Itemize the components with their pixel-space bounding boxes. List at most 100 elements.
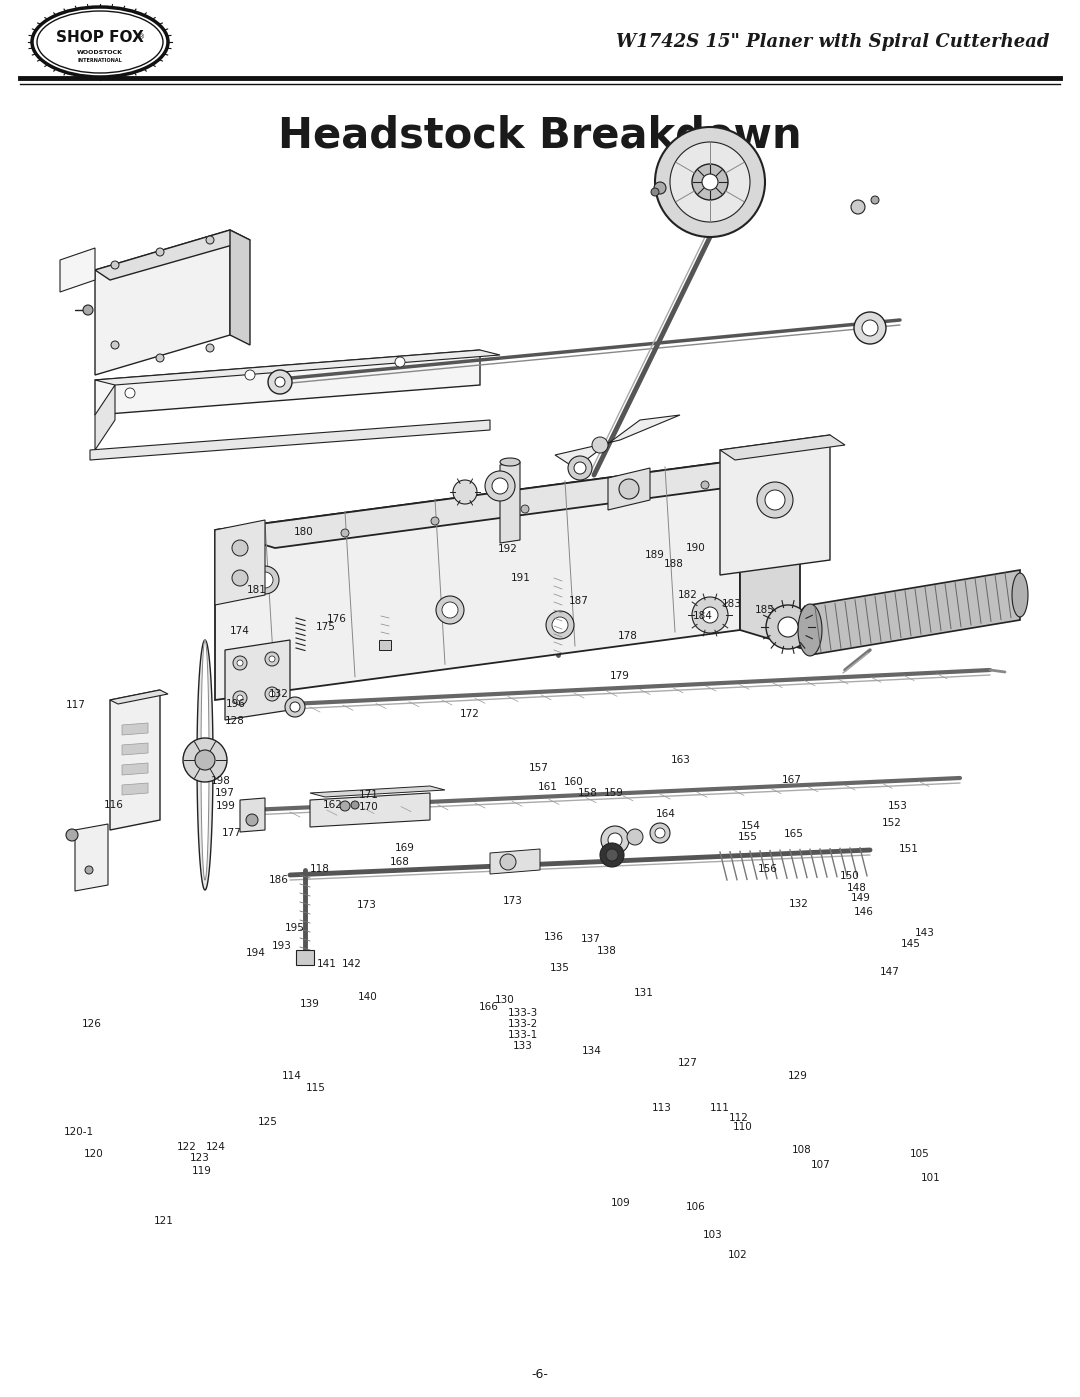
Circle shape (85, 866, 93, 875)
Text: 112: 112 (729, 1112, 748, 1123)
Circle shape (757, 482, 793, 518)
Circle shape (851, 200, 865, 214)
Text: 173: 173 (357, 900, 377, 911)
Text: 162: 162 (323, 799, 342, 810)
Text: 161: 161 (538, 781, 557, 792)
Polygon shape (215, 460, 800, 548)
Circle shape (265, 652, 279, 666)
Circle shape (232, 541, 248, 556)
Polygon shape (230, 231, 249, 345)
Polygon shape (95, 351, 480, 415)
Text: 171: 171 (359, 789, 378, 800)
Circle shape (766, 605, 810, 650)
Text: 164: 164 (656, 809, 675, 820)
Text: 121: 121 (154, 1215, 174, 1227)
Circle shape (870, 196, 879, 204)
Text: 135: 135 (550, 963, 569, 974)
Circle shape (701, 481, 708, 489)
Circle shape (251, 541, 259, 549)
Text: 106: 106 (686, 1201, 705, 1213)
Text: 110: 110 (733, 1122, 753, 1133)
Text: 126: 126 (82, 1018, 102, 1030)
Circle shape (592, 437, 608, 453)
Circle shape (453, 481, 477, 504)
Text: W1742S 15" Planer with Spiral Cutterhead: W1742S 15" Planer with Spiral Cutterhead (617, 34, 1050, 52)
Text: 195: 195 (285, 922, 305, 933)
Text: 174: 174 (230, 626, 249, 637)
Circle shape (692, 163, 728, 200)
Text: 107: 107 (811, 1160, 831, 1171)
Circle shape (692, 597, 728, 633)
Polygon shape (95, 351, 500, 386)
Polygon shape (197, 640, 213, 890)
Text: 141: 141 (318, 958, 337, 970)
Text: 113: 113 (652, 1102, 672, 1113)
Text: 111: 111 (710, 1102, 729, 1113)
Text: 157: 157 (529, 763, 549, 774)
Polygon shape (122, 763, 148, 775)
Text: 133: 133 (513, 1041, 532, 1052)
Text: 116: 116 (104, 799, 123, 810)
Circle shape (285, 697, 305, 717)
Circle shape (251, 645, 279, 673)
Circle shape (651, 189, 659, 196)
Text: 146: 146 (854, 907, 874, 918)
Circle shape (619, 479, 639, 499)
Circle shape (606, 849, 618, 861)
Circle shape (195, 750, 215, 770)
Text: 130: 130 (495, 995, 514, 1006)
Polygon shape (608, 468, 650, 510)
Circle shape (156, 249, 164, 256)
Text: -6-: -6- (531, 1368, 549, 1380)
Text: 177: 177 (222, 827, 242, 838)
Circle shape (275, 377, 285, 387)
Text: 140: 140 (357, 992, 377, 1003)
Circle shape (237, 694, 243, 701)
Text: 115: 115 (306, 1083, 325, 1094)
Polygon shape (490, 849, 540, 875)
Circle shape (854, 312, 886, 344)
Circle shape (650, 823, 670, 842)
Polygon shape (95, 386, 114, 450)
Circle shape (552, 617, 568, 633)
Circle shape (111, 341, 119, 349)
Text: 170: 170 (359, 802, 378, 813)
Circle shape (568, 455, 592, 481)
Polygon shape (555, 415, 680, 468)
Circle shape (251, 566, 279, 594)
Polygon shape (215, 520, 265, 605)
Text: 133-3: 133-3 (508, 1007, 538, 1018)
Text: 149: 149 (851, 893, 870, 904)
Circle shape (268, 370, 292, 394)
Polygon shape (225, 640, 291, 719)
Text: INTERNATIONAL: INTERNATIONAL (78, 59, 122, 63)
Polygon shape (296, 950, 314, 965)
Text: SHOP FOX: SHOP FOX (56, 29, 144, 45)
Text: 129: 129 (788, 1070, 808, 1081)
Text: 163: 163 (671, 754, 690, 766)
Polygon shape (720, 434, 845, 460)
Text: 173: 173 (503, 895, 523, 907)
Circle shape (265, 687, 279, 701)
Circle shape (257, 571, 273, 588)
Text: 109: 109 (611, 1197, 631, 1208)
Text: 136: 136 (544, 932, 564, 943)
Text: 137: 137 (581, 933, 600, 944)
Circle shape (654, 182, 666, 194)
Text: 185: 185 (755, 605, 774, 616)
Circle shape (500, 854, 516, 870)
Text: 102: 102 (728, 1249, 747, 1260)
Text: 114: 114 (282, 1070, 301, 1081)
Text: 175: 175 (316, 622, 336, 633)
Text: 119: 119 (192, 1165, 212, 1176)
Circle shape (340, 800, 350, 812)
Polygon shape (1012, 573, 1028, 617)
Text: 103: 103 (703, 1229, 723, 1241)
Text: 132: 132 (269, 689, 288, 700)
Ellipse shape (37, 11, 163, 73)
Polygon shape (798, 604, 822, 657)
Text: 198: 198 (211, 775, 230, 787)
Text: 150: 150 (840, 870, 860, 882)
Text: Headstock Breakdown: Headstock Breakdown (279, 115, 801, 156)
Text: 165: 165 (784, 828, 804, 840)
